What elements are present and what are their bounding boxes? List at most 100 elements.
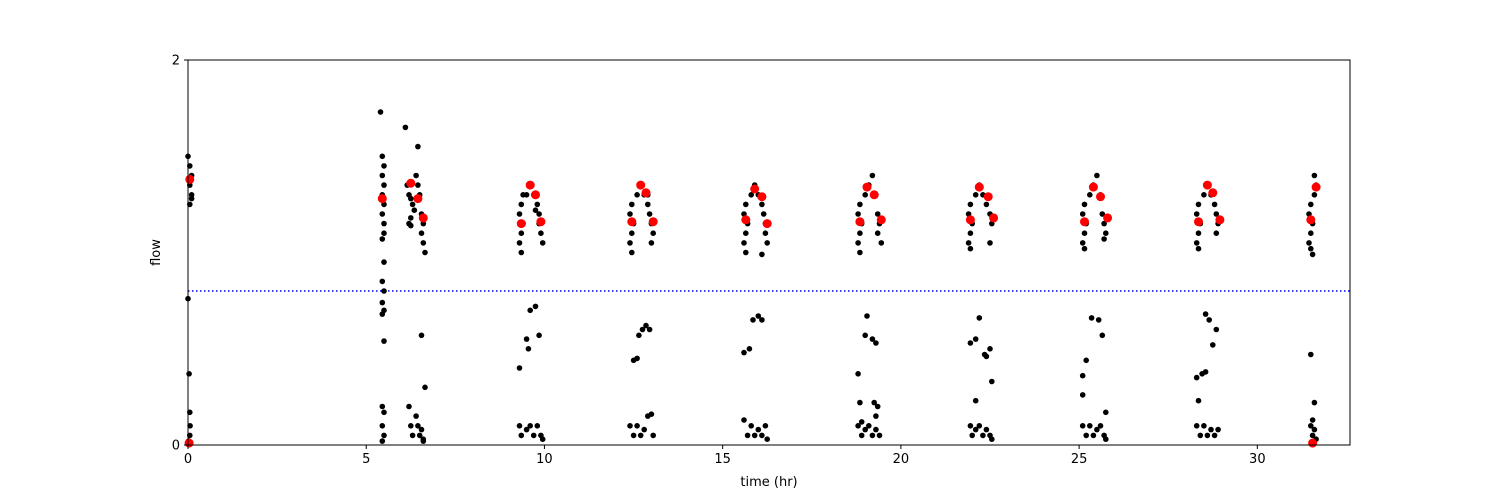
data-point <box>983 426 990 433</box>
highlight-point <box>1103 213 1113 223</box>
data-point <box>873 413 879 419</box>
highlight-point <box>1308 438 1318 448</box>
data-point <box>972 336 979 342</box>
data-point <box>1081 230 1088 236</box>
highlight-point <box>876 215 886 225</box>
data-point <box>983 201 990 208</box>
data-point <box>743 249 749 256</box>
data-point <box>869 432 876 439</box>
data-point <box>858 432 865 439</box>
data-point <box>646 326 653 333</box>
data-point <box>381 409 387 416</box>
data-point <box>857 201 863 208</box>
data-point <box>627 211 633 217</box>
highlight-point <box>989 213 999 223</box>
x-axis-ticks: 0 5 10 15 20 25 30 <box>184 445 1266 467</box>
data-point <box>422 249 428 256</box>
data-point <box>187 423 193 429</box>
data-point <box>534 201 541 208</box>
data-point <box>759 317 765 323</box>
data-point <box>1101 220 1107 227</box>
data-point <box>1204 432 1211 439</box>
data-point <box>634 355 640 362</box>
data-point <box>518 230 525 236</box>
data-point <box>972 426 979 433</box>
plot-area <box>188 60 1350 445</box>
data-point <box>855 371 861 377</box>
data-point <box>744 432 751 439</box>
data-point <box>1083 357 1089 364</box>
data-point <box>1079 372 1086 379</box>
highlight-point <box>1088 182 1098 192</box>
data-point <box>1215 426 1221 433</box>
data-point <box>381 288 387 294</box>
data-point <box>381 259 387 265</box>
data-point <box>1311 426 1318 433</box>
data-point <box>989 436 995 443</box>
data-point <box>418 426 425 433</box>
data-point <box>1088 315 1095 321</box>
data-point <box>751 432 758 439</box>
data-point <box>379 153 386 160</box>
data-point <box>1083 432 1089 439</box>
data-point <box>1193 423 1200 429</box>
data-point <box>1308 230 1314 236</box>
data-point <box>379 278 386 285</box>
data-point <box>408 215 414 221</box>
data-point <box>411 207 418 213</box>
data-point <box>415 182 421 188</box>
highlight-point <box>413 194 423 204</box>
data-point <box>741 349 747 356</box>
highlight-point <box>1208 188 1218 198</box>
data-point <box>972 397 979 404</box>
data-point <box>527 423 533 429</box>
data-point <box>415 423 421 429</box>
data-point <box>857 249 863 256</box>
x-tick-label: 5 <box>362 452 370 467</box>
data-point <box>967 230 974 236</box>
data-point <box>878 240 885 246</box>
data-point <box>1103 409 1109 416</box>
data-point <box>876 432 883 439</box>
data-point <box>1309 251 1316 258</box>
y-tick-label: 2 <box>172 54 180 69</box>
data-point <box>764 436 770 443</box>
data-point <box>1193 211 1200 217</box>
highlight-point <box>862 182 872 192</box>
data-point <box>967 423 974 429</box>
data-point <box>539 436 546 443</box>
data-point <box>1201 192 1207 198</box>
data-point <box>762 230 769 236</box>
x-axis-label: time (hr) <box>740 475 797 490</box>
data-point <box>645 201 651 208</box>
data-point <box>379 211 386 217</box>
data-point <box>862 192 868 198</box>
data-point <box>516 240 523 246</box>
data-point <box>1090 432 1097 439</box>
data-point <box>1193 374 1200 381</box>
data-point <box>532 207 539 213</box>
data-point <box>379 438 386 444</box>
data-point <box>627 423 633 429</box>
data-point <box>377 109 384 115</box>
data-point <box>650 230 656 236</box>
data-point <box>755 313 762 319</box>
data-point <box>516 423 523 429</box>
data-point <box>746 346 753 352</box>
data-point <box>759 432 765 439</box>
data-point <box>862 426 868 433</box>
data-point <box>1309 432 1316 439</box>
data-point <box>967 201 974 208</box>
plot-frame <box>187 59 1351 446</box>
data-point <box>629 249 635 256</box>
data-point <box>855 240 861 246</box>
data-point <box>381 230 387 236</box>
data-point <box>874 403 881 410</box>
data-point <box>379 236 386 242</box>
data-point <box>976 423 983 429</box>
data-point <box>748 423 754 429</box>
data-point <box>864 313 870 319</box>
data-point <box>1103 436 1109 443</box>
data-point <box>760 211 767 217</box>
data-point <box>648 240 655 246</box>
